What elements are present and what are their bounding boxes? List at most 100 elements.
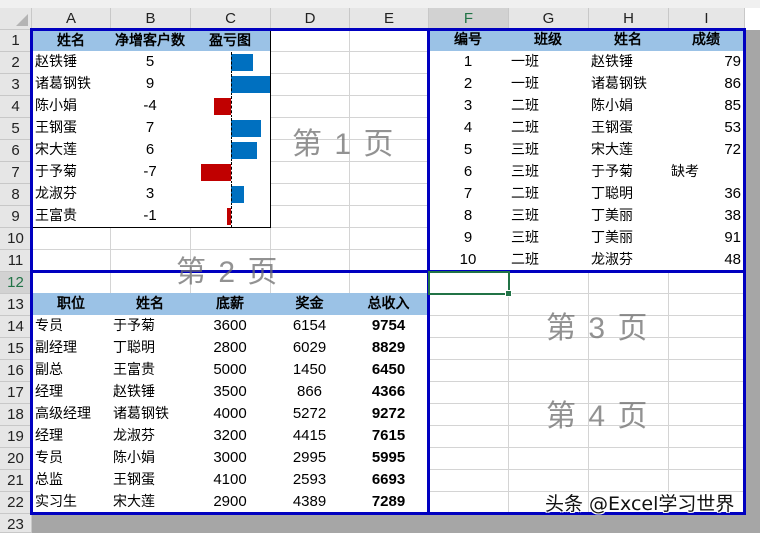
- gridline: [32, 161, 745, 162]
- salary-cell[interactable]: 副经理: [31, 337, 111, 360]
- salary-cell[interactable]: 4100: [190, 469, 271, 492]
- salary-cell[interactable]: 2593: [270, 469, 350, 492]
- watermark-text: 头条 @Excel学习世界: [545, 493, 735, 515]
- salary-cell[interactable]: 4389: [270, 491, 350, 514]
- salary-cell[interactable]: 7289: [349, 491, 429, 514]
- page-break-border[interactable]: [427, 28, 746, 273]
- data-bar: [226, 208, 231, 225]
- row-header-7[interactable]: 7: [0, 162, 32, 184]
- score-cell[interactable]: 于予菊: [588, 161, 669, 184]
- select-all-button[interactable]: [0, 8, 32, 30]
- row-header-17[interactable]: 17: [0, 382, 32, 404]
- data-bar: [200, 164, 231, 181]
- row-header-11[interactable]: 11: [0, 250, 32, 272]
- salary-cell[interactable]: 3000: [190, 447, 271, 470]
- data-bar: [231, 76, 270, 93]
- salary-cell[interactable]: 3600: [190, 315, 271, 338]
- column-header-I[interactable]: I: [669, 8, 745, 30]
- outside-print-area: [745, 30, 760, 533]
- name-cell[interactable]: 陈小娟: [31, 95, 111, 118]
- column-header-F[interactable]: F: [429, 8, 509, 30]
- row-header-16[interactable]: 16: [0, 360, 32, 382]
- salary-cell[interactable]: 4000: [190, 403, 271, 426]
- page-break-border[interactable]: [30, 270, 430, 515]
- row-header-21[interactable]: 21: [0, 470, 32, 492]
- data-bar-axis: [231, 184, 232, 206]
- salary-cell[interactable]: 866: [270, 381, 350, 404]
- header-cell[interactable]: 职位: [31, 293, 111, 316]
- score-cell[interactable]: 陈小娟: [588, 95, 669, 118]
- row-header-3[interactable]: 3: [0, 74, 32, 96]
- gridline: [32, 227, 745, 228]
- page-break-border[interactable]: [427, 270, 746, 515]
- column-header-E[interactable]: E: [350, 8, 429, 30]
- salary-cell[interactable]: 诸葛钢铁: [110, 403, 191, 426]
- data-bar: [231, 120, 262, 137]
- gridline: [32, 95, 745, 96]
- score-cell[interactable]: 诸葛钢铁: [588, 73, 669, 96]
- salary-cell[interactable]: 3500: [190, 381, 271, 404]
- salary-cell[interactable]: 2900: [190, 491, 271, 514]
- row-header-13[interactable]: 13: [0, 294, 32, 316]
- gridline: [32, 139, 745, 140]
- data-bar: [231, 186, 244, 203]
- salary-cell[interactable]: 5000: [190, 359, 271, 382]
- row-header-9[interactable]: 9: [0, 206, 32, 228]
- row-header-6[interactable]: 6: [0, 140, 32, 162]
- header-cell[interactable]: 编号: [428, 29, 509, 52]
- data-bar-axis: [231, 52, 232, 74]
- salary-cell[interactable]: 陈小娟: [110, 447, 191, 470]
- column-header-A[interactable]: A: [32, 8, 111, 30]
- row-header-8[interactable]: 8: [0, 184, 32, 206]
- row-header-2[interactable]: 2: [0, 52, 32, 74]
- row-header-10[interactable]: 10: [0, 228, 32, 250]
- column-header-H[interactable]: H: [589, 8, 669, 30]
- column-header-D[interactable]: D: [271, 8, 350, 30]
- salary-cell[interactable]: 6154: [270, 315, 350, 338]
- salary-cell[interactable]: 王钢蛋: [110, 469, 191, 492]
- data-bar: [231, 142, 257, 159]
- ribbon-edge: [0, 0, 760, 8]
- salary-cell[interactable]: 于予菊: [110, 315, 191, 338]
- page-break-border[interactable]: [30, 28, 430, 273]
- row-header-15[interactable]: 15: [0, 338, 32, 360]
- row-header-14[interactable]: 14: [0, 316, 32, 338]
- data-bar-axis: [231, 118, 232, 140]
- data-bar-axis: [231, 96, 232, 118]
- data-bar-axis: [231, 206, 232, 228]
- row-header-1[interactable]: 1: [0, 30, 32, 52]
- salary-cell[interactable]: 副总: [31, 359, 111, 382]
- score-cell[interactable]: 二班: [508, 95, 589, 118]
- row-header-20[interactable]: 20: [0, 448, 32, 470]
- score-cell[interactable]: 龙淑芬: [588, 249, 669, 272]
- column-header-C[interactable]: C: [191, 8, 271, 30]
- gridline: [32, 249, 745, 250]
- data-bar: [231, 54, 253, 71]
- row-header-12[interactable]: 12: [0, 272, 32, 294]
- column-header-B[interactable]: B: [111, 8, 191, 30]
- score-cell[interactable]: 丁聪明: [588, 183, 669, 206]
- salary-cell[interactable]: 6029: [270, 337, 350, 360]
- score-cell[interactable]: 赵铁锤: [588, 51, 669, 74]
- name-cell[interactable]: 王富贵: [31, 205, 111, 228]
- data-bar-axis: [231, 162, 232, 184]
- row-header-18[interactable]: 18: [0, 404, 32, 426]
- column-header-G[interactable]: G: [509, 8, 589, 30]
- data-bar: [213, 98, 231, 115]
- gridline: [32, 73, 745, 74]
- gridline: [32, 51, 745, 52]
- gridline: [32, 205, 745, 206]
- data-bar-axis: [231, 140, 232, 162]
- gridline: [32, 183, 745, 184]
- data-bar-axis: [231, 74, 232, 96]
- header-cell[interactable]: 成绩: [668, 29, 745, 52]
- row-header-23[interactable]: 23: [0, 514, 32, 533]
- selected-cell-F12[interactable]: [428, 271, 512, 297]
- row-header-22[interactable]: 22: [0, 492, 32, 514]
- row-header-5[interactable]: 5: [0, 118, 32, 140]
- row-header-19[interactable]: 19: [0, 426, 32, 448]
- outside-print-area: [32, 514, 760, 533]
- row-header-4[interactable]: 4: [0, 96, 32, 118]
- header-cell[interactable]: 班级: [508, 29, 589, 52]
- score-cell[interactable]: 宋大莲: [588, 139, 669, 162]
